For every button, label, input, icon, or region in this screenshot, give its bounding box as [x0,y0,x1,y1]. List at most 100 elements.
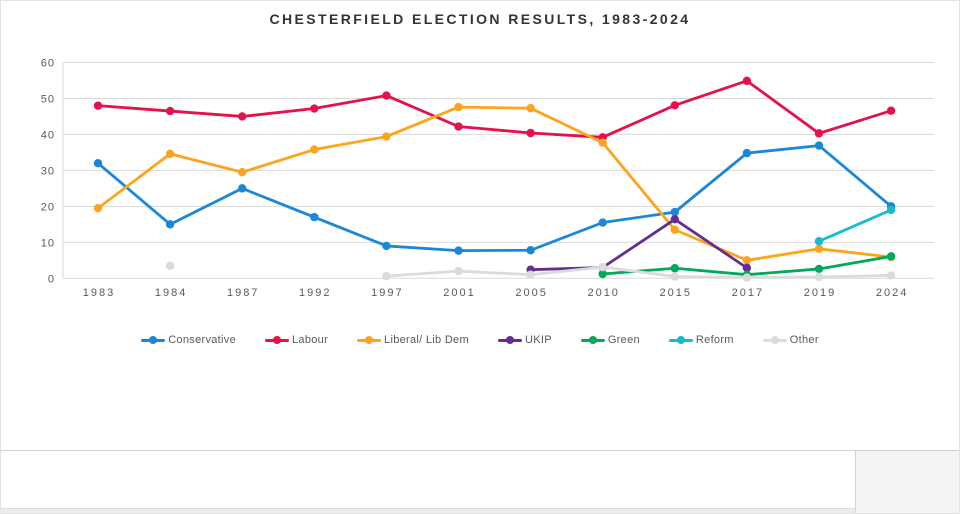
y-tick-label-20: 20 [41,201,55,213]
series-other [165,261,896,282]
legend-marker-labour [264,336,289,344]
data-point-other-1984 [165,261,175,270]
chart-bottom-border [1,450,959,451]
data-point-labour-1997 [382,91,391,100]
data-point-labour-2015 [670,101,679,110]
data-point-liberal-lib-dem-2015 [670,225,679,234]
data-point-conservative-2005 [526,246,535,255]
data-point-other-2017 [742,273,752,282]
legend-item-other: Other [762,334,819,346]
legend-marker-dot-liberal-lib-dem [365,336,374,344]
legend-label-conservative: Conservative [168,334,236,346]
data-point-labour-2001 [454,122,463,131]
data-point-green-2024 [886,252,896,261]
legend-marker-dot-other [770,336,779,344]
sheet-bottom-strip [1,509,856,513]
data-point-liberal-lib-dem-2005 [526,103,535,113]
series-line-ukip [529,217,749,272]
legend-item-reform: Reform [668,334,734,346]
data-point-reform-2019 [814,237,824,246]
x-tick-label-2010: 2010 [587,287,619,299]
data-point-liberal-lib-dem-1984 [165,149,175,159]
legend-label-green: Green [607,334,640,346]
data-point-green-2019 [814,264,824,274]
data-point-liberal-lib-dem-2019 [814,244,824,254]
data-point-conservative-2015 [670,207,679,217]
sheet-gridline-horizontal [1,508,855,509]
legend-marker-dot-labour [272,336,281,344]
legend-item-green: Green [580,334,640,346]
y-tick-label-30: 30 [41,165,55,177]
data-point-conservative-2001 [454,246,463,255]
legend-marker-conservative [141,336,166,344]
data-point-liberal-lib-dem-1983 [93,203,103,213]
data-point-conservative-1983 [93,159,103,168]
data-point-conservative-1984 [165,220,175,229]
y-tick-label-10: 10 [41,237,55,249]
x-tick-label-2017: 2017 [732,287,764,299]
chart-title: CHESTERFIELD ELECTION RESULTS, 1983-2024 [269,11,691,27]
data-point-other-2015 [670,272,679,281]
legend-marker-ukip [497,336,522,344]
data-point-labour-1987 [238,112,247,121]
y-tick-label-50: 50 [41,93,55,105]
legend-label-other: Other [789,334,819,346]
x-tick-label-1992: 1992 [299,287,331,299]
data-point-reform-2024 [886,205,896,215]
x-tick-label-1987: 1987 [227,287,259,299]
legend-item-ukip: UKIP [497,334,552,346]
data-point-liberal-lib-dem-1987 [238,167,247,177]
legend-marker-dot-ukip [505,336,514,344]
chart-legend: Conservative Labour Liberal/ Lib Dem UKIP Gr… [1,334,959,346]
series-line-reform [817,208,893,243]
data-point-liberal-lib-dem-1997 [382,132,391,141]
data-point-green-2010 [598,269,607,279]
series-line-labour [96,79,893,139]
x-tick-label-2024: 2024 [876,287,908,299]
legend-label-ukip: UKIP [524,334,552,346]
x-tick-label-2015: 2015 [660,287,692,299]
x-tick-label-2001: 2001 [443,287,475,299]
data-point-labour-2005 [526,128,535,138]
chart-object[interactable]: CHESTERFIELD ELECTION RESULTS, 1983-2024… [1,1,959,450]
data-point-other-2001 [454,266,463,276]
legend-label-liberal-lib-dem: Liberal/ Lib Dem [384,334,469,346]
data-point-other-2005 [526,270,535,279]
sheet-gridline-vertical [855,451,856,513]
legend-marker-other [762,336,787,344]
data-point-ukip-2015 [670,215,679,224]
series-labour [93,76,896,142]
series-reform [814,205,896,246]
legend-label-reform: Reform [695,334,734,346]
y-tick-label-40: 40 [41,129,55,141]
data-point-labour-2024 [886,106,896,115]
plot-area: 0 10 20 30 40 50 60 1983 1984 1987 1992 1997 2001 200… [41,58,934,299]
legend-marker-dot-conservative [149,336,158,344]
legend-marker-dot-green [588,336,597,344]
data-point-other-2024 [886,271,896,280]
data-point-conservative-1997 [382,241,391,251]
data-point-other-1997 [382,271,391,281]
legend-marker-liberal-lib-dem [357,336,382,344]
x-tick-label-1997: 1997 [371,287,403,299]
legend-label-labour: Labour [291,334,329,346]
data-point-labour-1983 [93,101,103,110]
data-point-labour-1984 [165,106,175,116]
data-point-liberal-lib-dem-1992 [310,145,319,154]
x-tick-label-2019: 2019 [804,287,836,299]
series-line-liberal-lib-dem [96,105,893,262]
data-point-liberal-lib-dem-2010 [598,138,607,147]
sheet-background [856,451,959,513]
legend-marker-dot-reform [676,336,685,344]
legend-item-liberal-lib-dem: Liberal/ Lib Dem [357,334,469,346]
data-point-green-2015 [670,264,679,273]
data-point-conservative-1992 [310,212,319,222]
data-point-labour-2017 [742,76,752,86]
data-point-conservative-2010 [598,218,607,227]
series-ukip [526,215,752,274]
x-tick-label-1984: 1984 [155,287,187,299]
series-liberal-lib-dem [93,102,896,265]
data-point-labour-2019 [814,129,824,138]
data-point-labour-1992 [310,104,319,113]
